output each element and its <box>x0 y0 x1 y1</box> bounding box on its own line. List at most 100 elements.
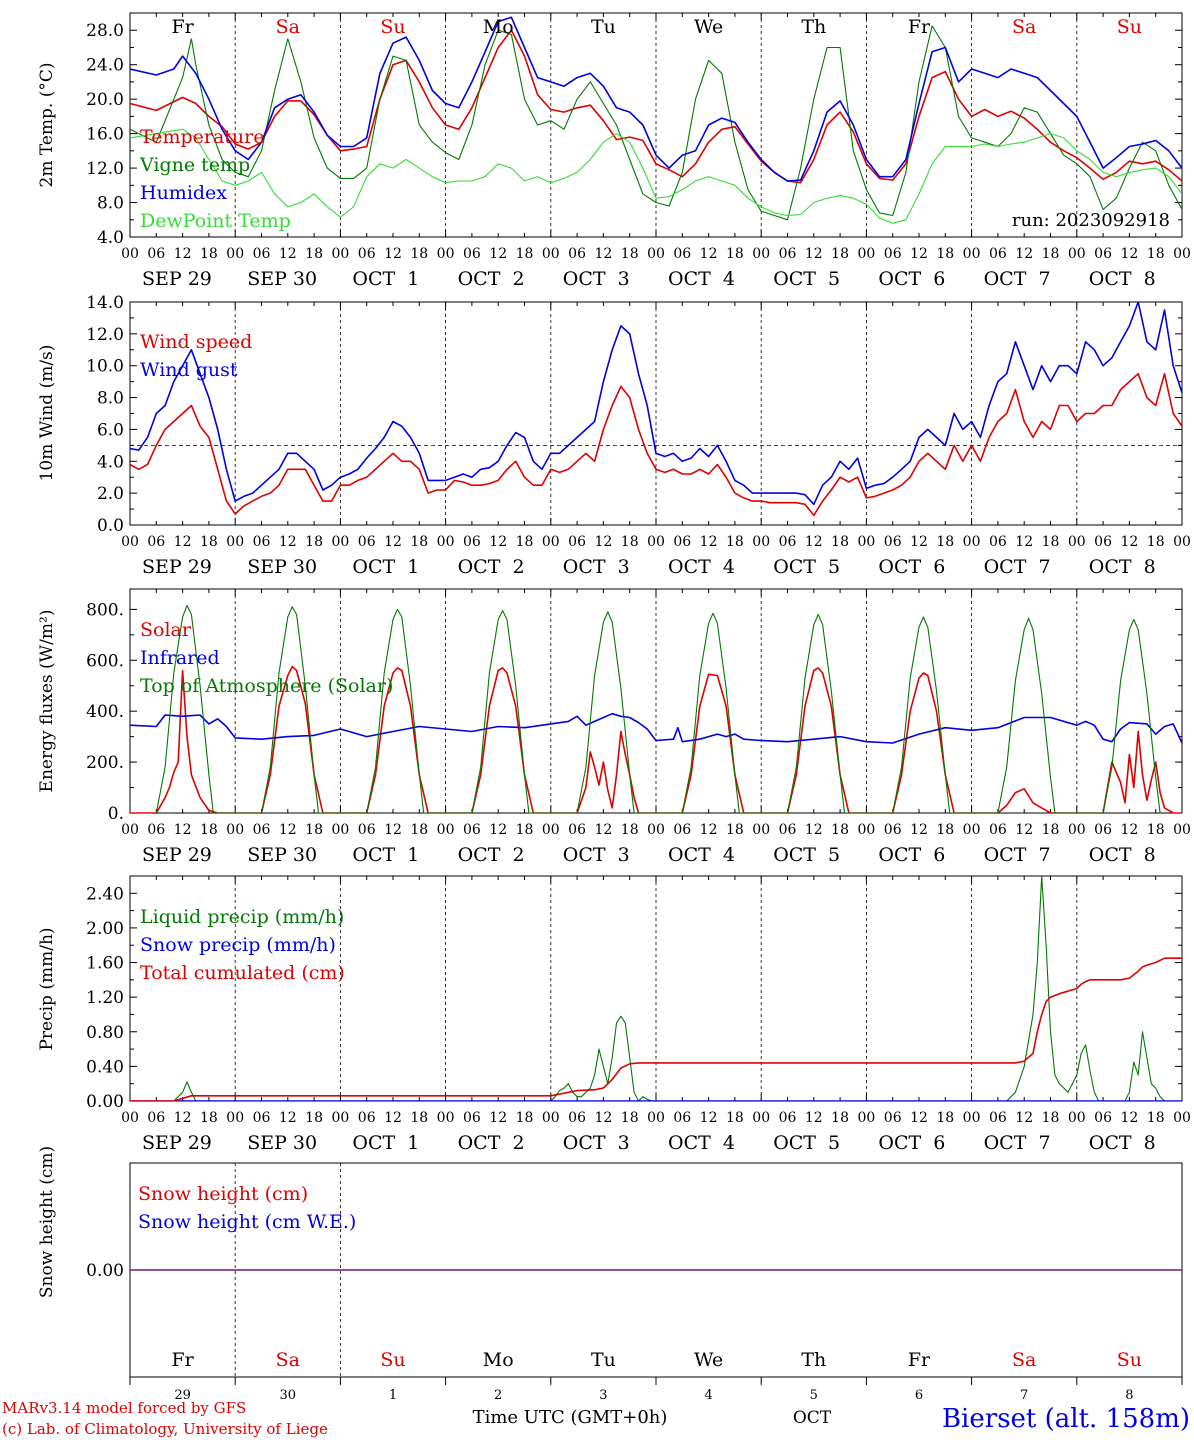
date-label: OCT 7 <box>984 844 1051 866</box>
hour-tick-label: 12 <box>805 534 823 550</box>
hour-tick-label: 18 <box>305 534 323 550</box>
hour-tick-label: 06 <box>147 1110 165 1126</box>
date-label: OCT 1 <box>352 556 419 578</box>
date-label: SEP 29 <box>142 844 212 866</box>
day-name: Fr <box>908 1349 931 1371</box>
date-label: OCT 3 <box>563 1132 630 1154</box>
hour-tick-label: 06 <box>779 1110 797 1126</box>
hour-tick-label: 00 <box>542 246 560 262</box>
series-line-humidex <box>130 16 1182 182</box>
date-label: OCT 8 <box>1089 1132 1156 1154</box>
hour-tick-label: 00 <box>1068 534 1086 550</box>
y-tick-label: 12.0 <box>86 325 124 345</box>
hour-tick-label: 00 <box>1173 246 1191 262</box>
y-tick-label: 800. <box>86 600 124 620</box>
legend-entry: Solar <box>140 619 192 641</box>
series-line-wind-speed <box>130 372 1182 517</box>
hour-tick-label: 00 <box>331 1110 349 1126</box>
hour-tick-label: 18 <box>1042 822 1060 838</box>
hour-tick-label: 00 <box>1173 1110 1191 1126</box>
hour-tick-label: 12 <box>384 1110 402 1126</box>
legend-entry: Vigne temp <box>139 154 250 176</box>
hour-tick-label: 06 <box>1094 822 1112 838</box>
y-tick-label: 8.0 <box>97 194 124 214</box>
hour-tick-label: 06 <box>673 1110 691 1126</box>
hour-tick-label: 18 <box>1147 246 1165 262</box>
hour-tick-label: 00 <box>226 1110 244 1126</box>
hour-tick-label: 06 <box>463 822 481 838</box>
hour-tick-label: 06 <box>568 246 586 262</box>
hour-tick-label: 18 <box>726 1110 744 1126</box>
footer-time-axis-label: Time UTC (GMT+0h) <box>473 1407 668 1428</box>
day-name: Mo <box>483 16 514 38</box>
hour-tick-label: 18 <box>726 246 744 262</box>
series-line-top-of-atmosphere-solar <box>155 604 1161 813</box>
panel-4: 0.00 0.40 0.80 1.20 1.60 2.00 2.40 Precip (mm/h… <box>37 875 1191 1154</box>
day-number: 4 <box>704 1388 712 1403</box>
hour-tick-label: 06 <box>779 822 797 838</box>
day-name: Su <box>380 1349 405 1371</box>
y-axis-label: Energy fluxes (W/m²) <box>37 610 57 793</box>
y-tick-label: 0.00 <box>86 1261 124 1281</box>
date-label: SEP 30 <box>247 268 317 290</box>
hour-tick-label: 12 <box>384 534 402 550</box>
y-tick-label: 1.60 <box>86 954 124 974</box>
panel-frame <box>129 301 1183 526</box>
day-name: Fr <box>908 16 931 38</box>
hour-tick-label: 18 <box>305 1110 323 1126</box>
date-label: OCT 2 <box>458 556 525 578</box>
legend-entry: Snow height (cm) <box>138 1183 308 1205</box>
hour-tick-label: 18 <box>1147 534 1165 550</box>
hour-tick-label: 06 <box>673 246 691 262</box>
hour-tick-label: 12 <box>384 246 402 262</box>
hour-tick-label: 12 <box>1120 246 1138 262</box>
date-label: OCT 4 <box>668 268 735 290</box>
hour-tick-label: 18 <box>831 1110 849 1126</box>
footer-lab-credit: (c) Lab. of Climatology, University of L… <box>2 1420 328 1438</box>
hour-tick-label: 18 <box>516 1110 534 1126</box>
y-tick-label: 200. <box>86 753 124 773</box>
date-label: OCT 8 <box>1089 556 1156 578</box>
hour-tick-label: 00 <box>963 1110 981 1126</box>
day-name: Su <box>380 16 405 38</box>
hour-tick-label: 00 <box>752 246 770 262</box>
hour-tick-label: 00 <box>1173 822 1191 838</box>
hour-tick-label: 06 <box>779 246 797 262</box>
y-tick-label: 6.0 <box>97 420 124 440</box>
footer-model-credit: MARv3.14 model forced by GFS <box>2 1399 246 1417</box>
y-tick-label: 0.80 <box>86 1023 124 1043</box>
hour-tick-label: 12 <box>910 1110 928 1126</box>
series-group <box>130 302 1182 517</box>
hour-tick-label: 12 <box>700 246 718 262</box>
date-label: OCT 5 <box>773 268 840 290</box>
hour-tick-label: 06 <box>358 822 376 838</box>
hour-tick-label: 18 <box>936 1110 954 1126</box>
day-name: Mo <box>483 1349 514 1371</box>
hour-tick-label: 12 <box>489 534 507 550</box>
hour-tick-label: 12 <box>1120 534 1138 550</box>
hour-tick-label: 18 <box>516 534 534 550</box>
hour-tick-label: 06 <box>1094 1110 1112 1126</box>
y-tick-label: 400. <box>86 702 124 722</box>
date-label: OCT 3 <box>563 268 630 290</box>
day-name: Su <box>1117 16 1142 38</box>
legend-entry: DewPoint Temp <box>140 210 291 232</box>
hour-tick-label: 18 <box>1042 534 1060 550</box>
legend-entry: Total cumulated (cm) <box>140 962 345 984</box>
hour-tick-label: 12 <box>700 1110 718 1126</box>
hour-tick-label: 12 <box>279 822 297 838</box>
hour-tick-label: 00 <box>121 822 139 838</box>
hour-tick-label: 18 <box>936 246 954 262</box>
hour-tick-label: 18 <box>936 822 954 838</box>
hour-tick-label: 06 <box>1094 534 1112 550</box>
series-group <box>130 876 1182 1101</box>
hour-tick-label: 12 <box>489 246 507 262</box>
hour-tick-label: 18 <box>1042 1110 1060 1126</box>
day-name: Tu <box>591 16 616 38</box>
hour-tick-label: 00 <box>542 822 560 838</box>
day-number: 3 <box>599 1388 607 1403</box>
panel-5: 0.00 Snow height (cm) Snow height (cm) Snow… <box>37 1146 1183 1403</box>
hour-tick-label: 00 <box>542 534 560 550</box>
date-label: OCT 7 <box>984 268 1051 290</box>
date-label: SEP 30 <box>247 1132 317 1154</box>
